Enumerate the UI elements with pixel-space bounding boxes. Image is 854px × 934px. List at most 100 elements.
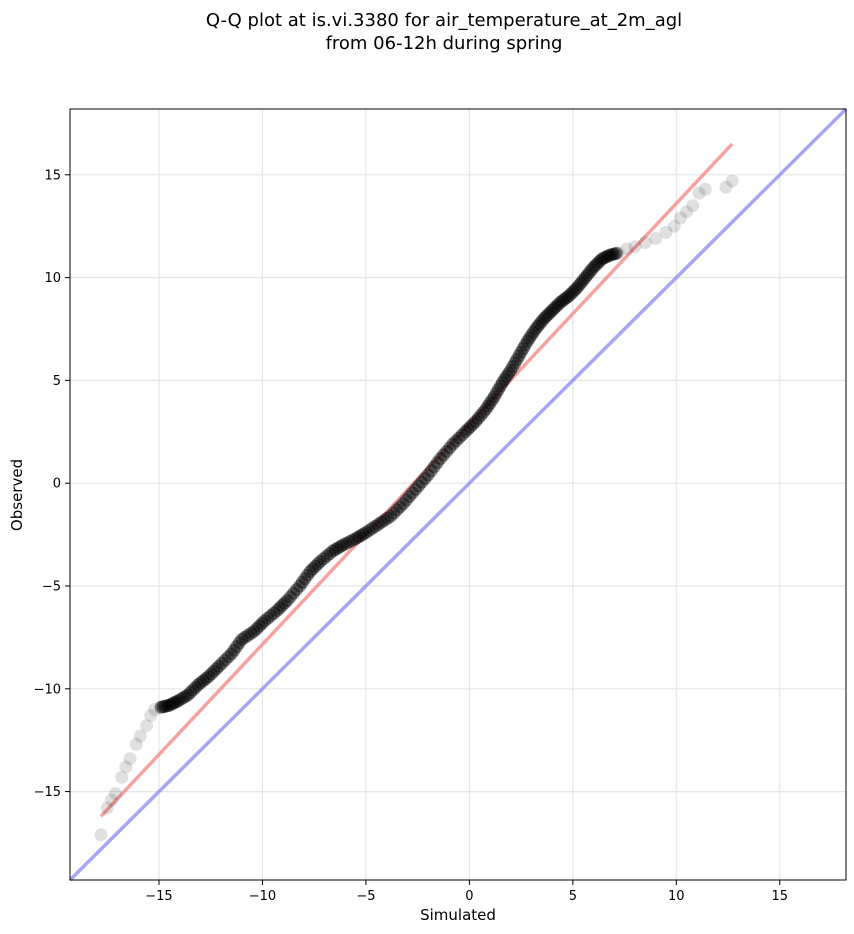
data-point: [212, 659, 226, 673]
x-tick-label: −15: [145, 889, 172, 904]
data-point: [458, 425, 472, 439]
data-point: [510, 352, 524, 366]
y-tick-label: −5: [42, 579, 61, 594]
data-point: [356, 527, 370, 541]
data-point: [474, 408, 488, 422]
data-point: [609, 246, 623, 260]
data-point: [171, 694, 185, 708]
x-tick-label: 0: [465, 889, 473, 904]
data-point: [238, 630, 252, 644]
data-point: [158, 699, 172, 713]
data-point: [531, 319, 545, 333]
data-point: [405, 486, 419, 500]
data-point: [311, 557, 325, 571]
data-point: [189, 680, 203, 694]
y-tick-label: 15: [44, 168, 61, 183]
data-point: [568, 283, 582, 297]
data-point: [362, 523, 376, 537]
data-point: [381, 511, 395, 525]
data-point: [202, 669, 216, 683]
data-point: [154, 700, 168, 714]
data-point: [576, 273, 590, 287]
data-point: [286, 586, 300, 600]
data-point: [308, 559, 322, 573]
data-point: [169, 695, 183, 709]
data-point: [440, 444, 454, 458]
x-axis-label: Simulated: [420, 906, 496, 924]
data-point: [591, 256, 605, 270]
data-point: [449, 434, 463, 448]
data-point: [562, 289, 576, 303]
data-point: [446, 437, 460, 451]
data-point: [396, 497, 410, 511]
data-point: [605, 247, 619, 261]
data-point: [109, 787, 123, 801]
identity-line: [68, 107, 848, 882]
data-point: [516, 342, 530, 356]
data-point: [524, 328, 538, 342]
data-point: [638, 236, 652, 250]
data-point: [267, 606, 281, 620]
data-point: [342, 535, 356, 549]
data-point: [533, 317, 547, 331]
data-point: [483, 396, 497, 410]
data-point: [498, 372, 512, 386]
x-tick-label: −5: [356, 889, 375, 904]
data-point: [558, 292, 572, 306]
data-point: [295, 575, 309, 589]
data-point: [504, 363, 518, 377]
data-point: [199, 672, 213, 686]
data-point: [336, 538, 350, 552]
data-point: [100, 801, 114, 815]
data-point: [359, 526, 373, 540]
data-point: [184, 685, 198, 699]
chart-title-line2: from 06-12h during spring: [326, 33, 563, 54]
data-point: [334, 539, 348, 553]
data-point: [476, 405, 490, 419]
data-point: [597, 251, 611, 265]
data-point: [535, 314, 549, 328]
data-point: [328, 542, 342, 556]
data-point: [673, 211, 687, 225]
data-point: [537, 312, 551, 326]
data-point: [230, 640, 244, 654]
data-point: [351, 530, 365, 544]
data-point: [207, 664, 221, 678]
data-point: [628, 240, 642, 254]
data-point: [181, 688, 195, 702]
data-point: [725, 174, 739, 188]
data-point: [427, 460, 441, 474]
data-point: [194, 676, 208, 690]
data-point: [258, 614, 272, 628]
data-point: [221, 650, 235, 664]
y-axis-ticks: −15 −10 −5 0 5 10 15: [34, 168, 70, 800]
data-point: [680, 205, 694, 219]
data-point: [275, 599, 289, 613]
data-point: [232, 636, 246, 650]
data-point: [560, 291, 574, 305]
data-point: [547, 301, 561, 315]
data-point: [252, 619, 266, 633]
data-point: [278, 596, 292, 610]
data-point: [649, 232, 663, 246]
data-point: [659, 225, 673, 239]
chart-title-line1: Q-Q plot at is.vi.3380 for air_temperatu…: [206, 10, 682, 31]
data-point: [556, 294, 570, 308]
data-point: [204, 667, 218, 681]
data-point: [553, 295, 567, 309]
data-point: [529, 322, 543, 336]
data-point: [415, 475, 429, 489]
data-point: [698, 182, 712, 196]
data-point: [489, 386, 503, 400]
data-point: [178, 690, 192, 704]
data-point: [574, 276, 588, 290]
data-point: [582, 265, 596, 279]
grid-lines: [70, 109, 846, 880]
data-point: [421, 468, 435, 482]
data-point: [374, 515, 388, 529]
data-point: [387, 506, 401, 520]
y-tick-label: 5: [53, 374, 61, 389]
data-point: [491, 383, 505, 397]
data-point: [368, 519, 382, 533]
data-point: [461, 422, 475, 436]
